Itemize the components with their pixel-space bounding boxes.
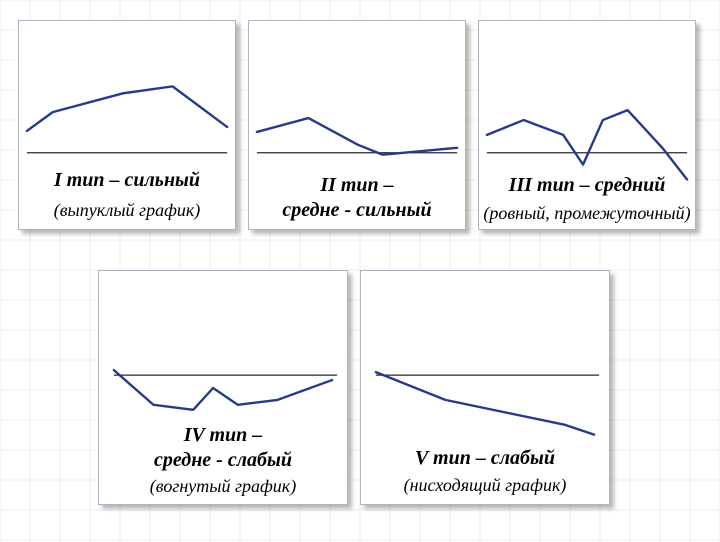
panel-title-type4: IV тип –средне - слабый — [99, 423, 347, 473]
panel-type2: II тип –средне - сильный — [248, 20, 466, 230]
panel-title-type3: III тип – средний — [479, 173, 695, 198]
panel-title-type5: V тип – слабый — [361, 446, 609, 471]
panel-type3: III тип – средний (ровный, промежуточный) — [478, 20, 696, 230]
panel-type4: IV тип –средне - слабый (вогнутый график) — [98, 270, 348, 505]
panel-subtitle-type1: (выпуклый график) — [19, 200, 235, 221]
panel-subtitle-type3: (ровный, промежуточный) — [479, 203, 695, 224]
stage: I тип – сильный (выпуклый график) II тип –… — [0, 0, 720, 542]
panel-title-type2: II тип –средне - сильный — [249, 173, 465, 223]
panel-type5: V тип – слабый (нисходящий график) — [360, 270, 610, 505]
panel-subtitle-type5: (нисходящий график) — [361, 475, 609, 496]
panel-subtitle-type4: (вогнутый график) — [99, 476, 347, 497]
chart-type1 — [19, 21, 235, 229]
panel-type1: I тип – сильный (выпуклый график) — [18, 20, 236, 230]
panel-title-type1: I тип – сильный — [19, 168, 235, 193]
